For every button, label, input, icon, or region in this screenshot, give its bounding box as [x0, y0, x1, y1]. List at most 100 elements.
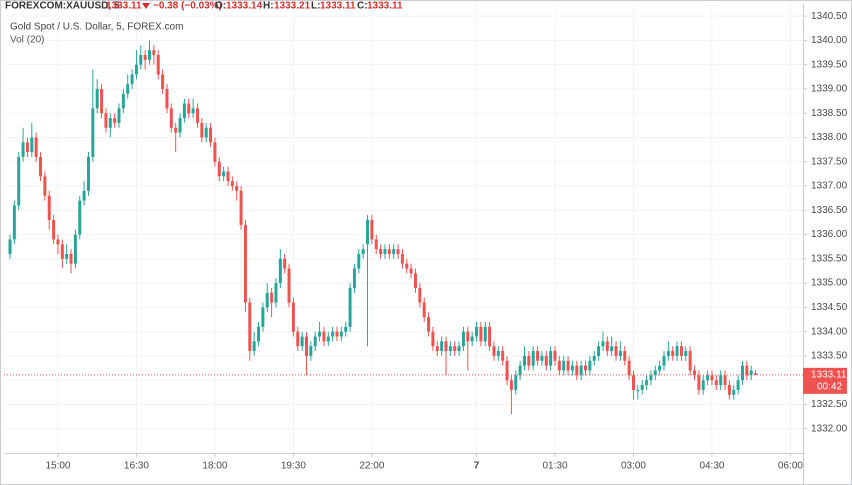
candle-body	[688, 351, 692, 371]
candle-body	[440, 341, 444, 352]
countdown: 00:42	[817, 381, 842, 392]
candle-body	[274, 283, 278, 303]
y-tick-label: 1340.00	[811, 35, 848, 46]
candle-body	[431, 331, 435, 347]
candle-body	[265, 292, 269, 308]
candle-body	[584, 365, 588, 371]
candle-body	[169, 108, 173, 128]
candle-body	[187, 103, 191, 114]
candle-body	[405, 263, 409, 269]
candle-body	[230, 181, 234, 187]
candle-body	[357, 253, 361, 269]
y-tick-label: 1338.00	[811, 132, 848, 143]
candle-body	[566, 360, 570, 371]
candle-body	[745, 365, 749, 376]
candle-body	[257, 326, 261, 342]
candle-body	[339, 331, 343, 337]
candle-body	[8, 239, 12, 254]
y-tick-label: 1333.50	[811, 351, 848, 362]
candle-body	[191, 108, 195, 114]
candle-body	[69, 253, 73, 264]
candle-body	[78, 200, 82, 235]
candle-body	[553, 351, 557, 361]
candle-body	[252, 341, 256, 352]
x-tick-label: 04:30	[699, 461, 724, 472]
candle-body	[413, 273, 417, 288]
candle-body	[383, 249, 387, 254]
candle-body	[52, 220, 56, 240]
candle-body	[30, 137, 34, 153]
x-tick-label: 15:00	[45, 461, 70, 472]
candle-body	[461, 331, 465, 347]
candle-body	[300, 336, 304, 347]
candle-body	[174, 127, 178, 133]
candle-body	[749, 370, 753, 376]
candle-body	[82, 190, 86, 201]
candle-body	[60, 244, 64, 259]
candle-body	[213, 142, 217, 162]
candle-body	[222, 171, 226, 177]
candle-body	[697, 375, 701, 390]
last-price-label: 1333.11	[811, 369, 847, 380]
x-tick-label: 16:30	[124, 461, 149, 472]
candle-body	[662, 355, 666, 366]
candle-body	[304, 336, 308, 356]
x-tick-label: 18:00	[202, 461, 227, 472]
candle-body	[518, 365, 522, 376]
candle-body	[671, 351, 675, 356]
candle-body	[130, 74, 134, 85]
candle-body	[296, 331, 300, 347]
candle-body	[161, 74, 165, 89]
low-value: 1333.11	[320, 1, 356, 12]
candle-body	[73, 234, 77, 264]
x-tick-label: 22:00	[359, 461, 384, 472]
candle-body	[283, 258, 287, 269]
candle-body	[740, 365, 744, 381]
candle-body	[557, 360, 561, 371]
candle-body	[588, 360, 592, 371]
candle-body	[12, 205, 16, 240]
candle-body	[95, 88, 99, 109]
candle-body	[348, 287, 352, 327]
candle-body	[444, 341, 448, 352]
candle-body	[100, 88, 104, 114]
candle-body	[544, 355, 548, 366]
candle-body	[248, 302, 252, 352]
candle-body	[501, 351, 505, 361]
candle-body	[322, 331, 326, 342]
candle-body	[379, 249, 383, 254]
candle-body	[492, 346, 496, 356]
x-tick-label: 06:00	[778, 461, 803, 472]
close-label: C:	[357, 1, 368, 12]
candle-body	[209, 127, 213, 143]
y-tick-label: 1335.00	[811, 278, 848, 289]
open-label: O:	[215, 1, 226, 12]
candle-body	[710, 375, 714, 381]
candle-body	[313, 336, 317, 347]
candle-body	[287, 268, 291, 303]
candle-body	[527, 355, 531, 366]
candle-body	[679, 346, 683, 356]
y-tick-label: 1336.00	[811, 229, 848, 240]
candle-body	[17, 156, 21, 206]
candle-body	[631, 375, 635, 390]
candle-body	[475, 326, 479, 337]
open-value: 1333.14	[226, 1, 263, 12]
candle-body	[605, 341, 609, 352]
candle-body	[344, 326, 348, 332]
y-tick-label: 1332.00	[811, 423, 848, 434]
candle-body	[522, 355, 526, 366]
candle-body	[39, 156, 43, 177]
symbol: FOREXCOM:XAUUSD, 5	[5, 1, 120, 12]
candle-body	[335, 331, 339, 337]
candle-body	[370, 220, 374, 240]
candle-body	[204, 127, 208, 138]
candle-body	[291, 302, 295, 332]
candle-body	[645, 380, 649, 386]
candle-body	[108, 118, 112, 128]
candle-body	[396, 249, 400, 254]
candle-body	[496, 351, 500, 356]
candle-body	[736, 380, 740, 390]
candle-body	[479, 326, 483, 342]
